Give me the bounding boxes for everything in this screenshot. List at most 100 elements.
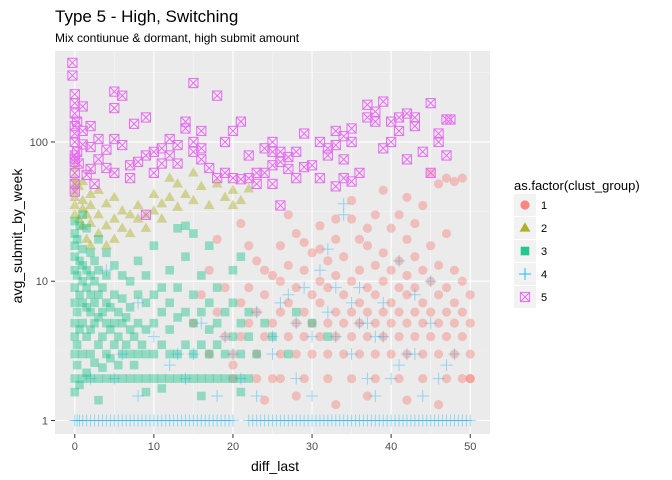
data-point [465,290,475,300]
data-point [132,414,145,427]
legend-item-1: 1 [514,194,547,216]
data-point [409,112,420,123]
data-point [416,414,429,427]
data-point [197,391,206,401]
data-point [156,197,168,208]
data-point [402,395,412,405]
data-point [378,307,388,317]
data-point [369,330,382,343]
data-point [426,332,436,342]
data-point [93,184,104,194]
data-point [228,360,238,370]
data-point [441,332,452,342]
data-point [69,184,81,194]
data-point [464,414,477,427]
data-point [70,349,80,359]
data-point [236,387,246,397]
data-point [70,252,80,262]
data-point [457,276,467,286]
data-point [93,154,104,165]
data-point [98,363,107,372]
data-point [77,194,89,205]
data-point [448,414,461,427]
legend-item-3: 3 [514,240,547,262]
data-point [410,332,420,342]
data-point [159,414,172,427]
data-point [345,296,358,309]
data-point [165,265,174,275]
data-point [275,156,286,167]
data-point [345,348,358,361]
data-point [149,318,159,328]
data-point [286,414,299,427]
data-point [78,318,87,328]
y-tick-label: 10 [36,276,48,288]
data-point [94,290,103,300]
data-point [94,265,103,275]
data-point [101,144,112,155]
legend-key-square [520,246,530,256]
data-point [121,340,131,350]
data-point [234,372,247,385]
data-point [353,281,366,294]
data-point [331,332,341,342]
data-point [346,136,357,148]
data-point [228,332,238,341]
data-point [173,283,182,292]
data-point [400,414,413,427]
data-point [236,349,246,359]
data-point [349,414,362,427]
data-point [165,298,174,308]
data-point [242,414,255,427]
data-point [410,307,420,317]
data-point [404,414,417,427]
data-point [157,340,167,350]
data-point [180,188,191,199]
data-point [140,209,152,220]
data-point [84,414,97,427]
data-point [101,239,112,250]
data-point [402,349,412,359]
data-point [172,158,183,169]
data-point [110,374,119,383]
data-point [373,414,386,427]
data-point [93,208,104,219]
data-point [251,178,262,189]
data-point [354,167,365,178]
data-point [157,307,167,317]
data-point [284,349,293,359]
data-point [250,389,263,402]
data-point [212,340,222,350]
data-point [172,178,183,188]
data-point [370,116,381,127]
data-point [426,276,436,286]
data-point [424,414,437,427]
data-point [291,228,301,239]
data-point [94,340,103,350]
data-point [140,208,152,219]
data-point [394,283,404,293]
data-point [204,241,214,250]
data-point [353,317,366,330]
data-point [433,290,444,300]
data-point [409,121,420,132]
data-point [108,414,121,427]
data-point [196,125,207,137]
data-point [236,374,246,383]
data-point [259,265,270,275]
data-point [113,360,123,370]
data-point [339,290,349,300]
data-point [278,414,291,427]
data-point [299,237,309,248]
data-point [181,221,190,231]
data-point [77,203,89,213]
data-point [291,173,302,184]
data-point [322,150,333,161]
data-point [362,332,373,342]
data-point [220,374,230,383]
data-point [90,358,99,368]
data-point [211,414,224,427]
data-point [133,318,143,328]
data-point [196,143,207,154]
data-point [167,414,180,427]
